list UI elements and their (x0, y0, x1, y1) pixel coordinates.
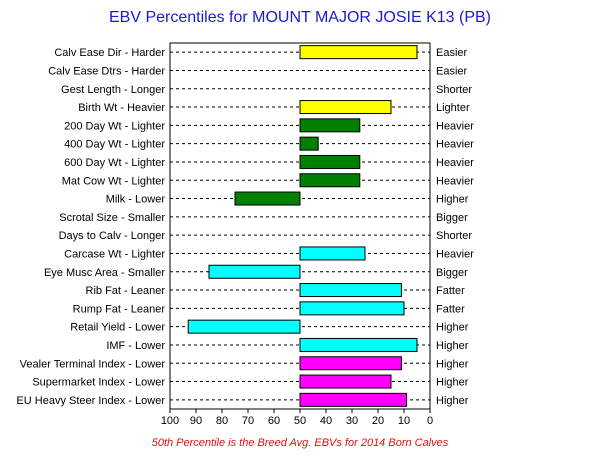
trait-label-left: Mat Cow Wt - Lighter (62, 175, 166, 187)
x-tick-label: 50 (294, 415, 306, 427)
trait-label-left: Rib Fat - Leaner (86, 285, 166, 297)
trait-bar (299, 283, 402, 298)
plot-frame (169, 42, 431, 410)
x-tick-label: 40 (320, 415, 332, 427)
trait-bar (299, 173, 361, 188)
trait-label-left: Calv Ease Dtrs - Harder (48, 65, 165, 77)
x-tick-label: 100 (161, 415, 179, 427)
trait-label-left: IMF - Lower (106, 340, 165, 352)
trait-bar (299, 100, 392, 115)
trait-label-left: Milk - Lower (106, 194, 166, 206)
x-tick-label: 20 (372, 415, 384, 427)
trait-label-right: Higher (436, 377, 469, 389)
trait-label-right: Higher (436, 194, 469, 206)
x-tick-label: 80 (216, 415, 228, 427)
trait-label-left: Days to Calv - Longer (59, 230, 166, 242)
trait-label-right: Bigger (436, 212, 468, 224)
trait-label-left: Vealer Terminal Index - Lower (20, 358, 166, 370)
trait-label-left: Gest Length - Longer (61, 84, 165, 96)
trait-bar (299, 392, 408, 407)
trait-labels: Calv Ease Dir - Harder Easier Calv Ease Dt… (16, 47, 474, 407)
trait-label-left: Rump Fat - Leaner (73, 303, 166, 315)
x-tick-label: 90 (190, 415, 202, 427)
trait-label-right: Shorter (436, 230, 472, 242)
trait-bar (299, 136, 319, 151)
trait-label-right: Higher (436, 322, 469, 334)
trait-bar (299, 337, 418, 352)
trait-bar (299, 301, 405, 316)
x-axis: 100 90 80 70 60 50 40 30 20 10 0 (161, 409, 433, 427)
trait-bar (299, 154, 361, 169)
trait-label-right: Higher (436, 395, 469, 407)
trait-label-left: 600 Day Wt - Lighter (64, 157, 165, 169)
trait-bar (299, 356, 402, 371)
x-tick-label: 0 (427, 415, 433, 427)
trait-bar (299, 118, 361, 133)
trait-label-left: Retail Yield - Lower (70, 322, 165, 334)
trait-label-right: Lighter (436, 102, 470, 114)
percentile-bars (187, 45, 418, 407)
trait-label-right: Heavier (436, 175, 474, 187)
trait-label-right: Higher (436, 340, 469, 352)
chart-title: EBV Percentiles for MOUNT MAJOR JOSIE K1… (109, 9, 491, 26)
trait-label-left: Scrotal Size - Smaller (59, 212, 165, 224)
trait-bar (187, 319, 301, 334)
x-tick-label: 70 (242, 415, 254, 427)
trait-label-right: Easier (436, 65, 468, 77)
trait-label-right: Heavier (436, 248, 474, 260)
x-tick-label: 30 (346, 415, 358, 427)
trait-label-right: Higher (436, 358, 469, 370)
trait-bar (234, 191, 301, 206)
x-tick-label: 10 (398, 415, 410, 427)
trait-label-right: Bigger (436, 267, 468, 279)
trait-label-right: Fatter (436, 285, 465, 297)
trait-label-left: Carcase Wt - Lighter (64, 248, 165, 260)
trait-bar (299, 246, 366, 261)
trait-label-left: Supermarket Index - Lower (32, 377, 165, 389)
trait-label-right: Easier (436, 47, 468, 59)
trait-label-right: Heavier (436, 120, 474, 132)
trait-label-left: Calv Ease Dir - Harder (54, 47, 165, 59)
trait-bar (299, 374, 392, 389)
trait-label-left: 200 Day Wt - Lighter (64, 120, 165, 132)
trait-bar (299, 45, 418, 60)
trait-label-left: EU Heavy Steer Index - Lower (16, 395, 165, 407)
chart-footnote: 50th Percentile is the Breed Avg. EBVs f… (152, 437, 449, 449)
trait-label-left: Eye Musc Area - Smaller (44, 267, 165, 279)
trait-label-left: 400 Day Wt - Lighter (64, 139, 165, 151)
trait-label-right: Shorter (436, 84, 472, 96)
trait-label-left: Birth Wt - Heavier (78, 102, 165, 114)
x-tick-label: 60 (268, 415, 280, 427)
trait-bar (208, 264, 301, 279)
trait-label-right: Heavier (436, 157, 474, 169)
trait-label-right: Heavier (436, 139, 474, 151)
trait-label-right: Fatter (436, 303, 465, 315)
